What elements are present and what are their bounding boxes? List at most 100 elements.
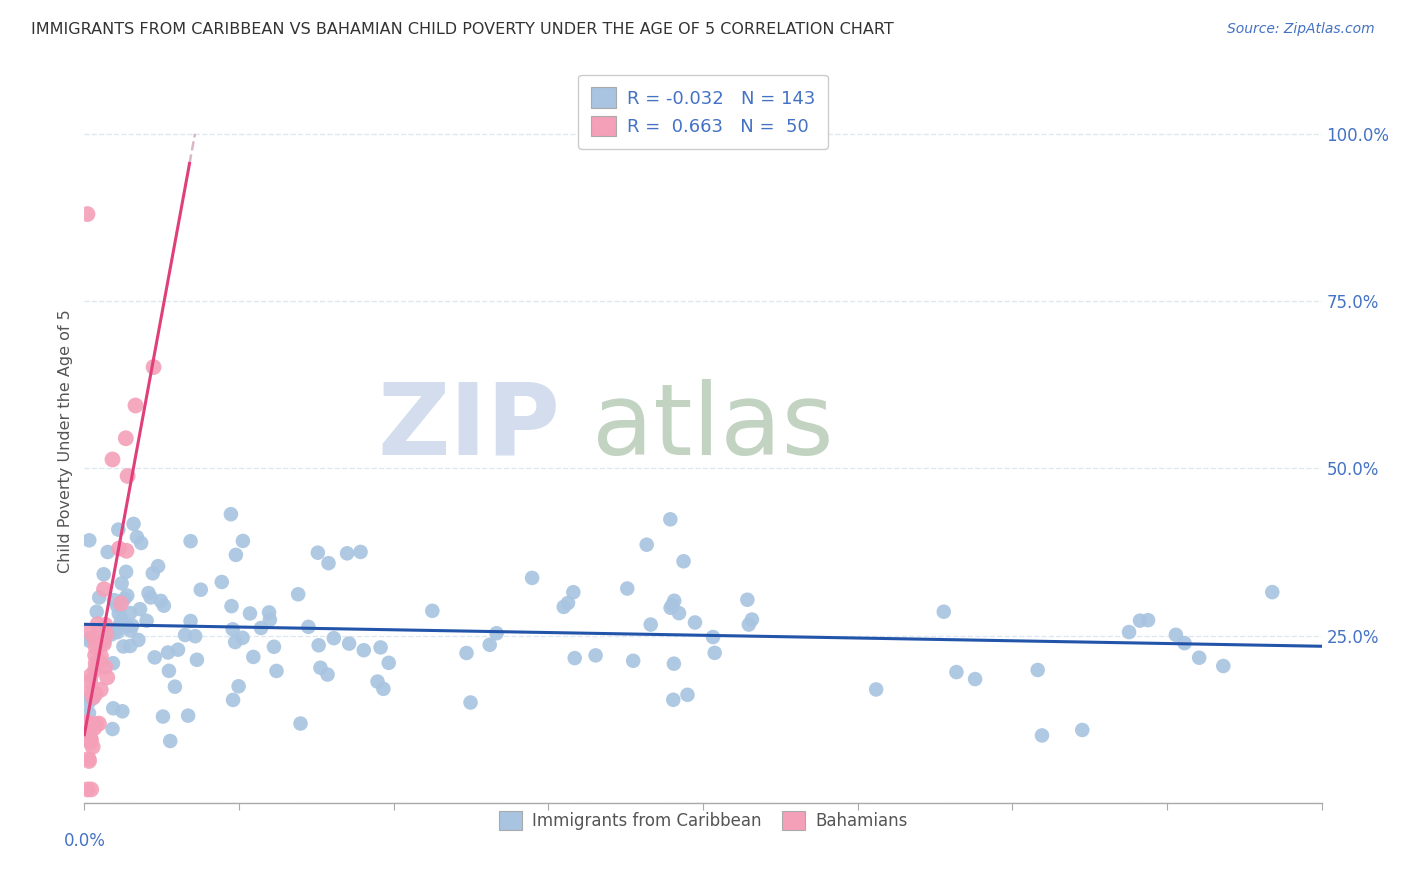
Point	[114, 431, 136, 445]
Point	[94, 660, 117, 674]
Point	[83, 721, 105, 735]
Point	[174, 628, 197, 642]
Point	[232, 631, 254, 645]
Point	[250, 621, 273, 635]
Point	[163, 680, 186, 694]
Point	[122, 516, 145, 531]
Point	[290, 716, 312, 731]
Point	[76, 715, 98, 730]
Point	[149, 594, 172, 608]
Point	[146, 559, 169, 574]
Point	[115, 565, 138, 579]
Point	[84, 663, 107, 677]
Point	[89, 591, 111, 605]
Point	[76, 732, 98, 747]
Point	[79, 685, 101, 699]
Point	[668, 606, 690, 620]
Point	[79, 735, 101, 749]
Point	[107, 523, 129, 537]
Point	[616, 582, 638, 596]
Point	[662, 693, 685, 707]
Point	[83, 631, 105, 645]
Point	[353, 643, 375, 657]
Point	[1137, 613, 1160, 627]
Point	[129, 602, 152, 616]
Point	[741, 613, 763, 627]
Point	[156, 645, 179, 659]
Point	[111, 576, 134, 591]
Point	[184, 629, 207, 643]
Point	[152, 709, 174, 723]
Point	[222, 693, 245, 707]
Point	[108, 541, 131, 556]
Point	[702, 630, 724, 644]
Point	[683, 615, 706, 630]
Point	[142, 566, 165, 581]
Point	[737, 592, 759, 607]
Point	[117, 469, 139, 483]
Point	[101, 657, 124, 671]
Point	[640, 617, 662, 632]
Point	[222, 622, 245, 636]
Point	[80, 733, 103, 747]
Point	[377, 656, 399, 670]
Point	[659, 600, 682, 615]
Point	[76, 715, 98, 730]
Point	[659, 512, 682, 526]
Point	[945, 665, 967, 679]
Point	[662, 657, 685, 671]
Point	[93, 567, 115, 582]
Point	[1212, 659, 1234, 673]
Point	[138, 586, 160, 600]
Point	[135, 614, 157, 628]
Point	[367, 674, 389, 689]
Point	[349, 545, 371, 559]
Point	[105, 599, 128, 614]
Point	[93, 637, 115, 651]
Point	[211, 574, 233, 589]
Point	[86, 605, 108, 619]
Point	[84, 717, 107, 731]
Point	[87, 656, 110, 670]
Point	[77, 533, 100, 548]
Point	[77, 632, 100, 646]
Point	[84, 687, 107, 701]
Point	[79, 624, 101, 639]
Point	[97, 545, 120, 559]
Point	[225, 548, 247, 562]
Point	[84, 656, 107, 670]
Text: IMMIGRANTS FROM CARIBBEAN VS BAHAMIAN CHILD POVERTY UNDER THE AGE OF 5 CORRELATI: IMMIGRANTS FROM CARIBBEAN VS BAHAMIAN CH…	[31, 22, 894, 37]
Point	[221, 599, 243, 614]
Point	[108, 616, 131, 631]
Point	[242, 649, 264, 664]
Point	[1031, 728, 1053, 742]
Point	[420, 604, 443, 618]
Point	[520, 571, 543, 585]
Point	[263, 640, 285, 654]
Point	[93, 635, 115, 649]
Point	[79, 732, 101, 747]
Text: ZIP: ZIP	[378, 378, 561, 475]
Point	[82, 690, 104, 705]
Point	[865, 682, 887, 697]
Point	[297, 620, 319, 634]
Point	[77, 695, 100, 709]
Y-axis label: Child Poverty Under the Age of 5: Child Poverty Under the Age of 5	[58, 310, 73, 574]
Point	[90, 649, 112, 664]
Point	[96, 670, 118, 684]
Point	[87, 716, 110, 731]
Point	[120, 624, 142, 638]
Point	[228, 679, 250, 693]
Point	[1129, 614, 1152, 628]
Point	[370, 640, 392, 655]
Point	[219, 507, 242, 521]
Point	[120, 606, 142, 620]
Point	[307, 546, 329, 560]
Point	[373, 681, 395, 696]
Point	[259, 613, 281, 627]
Point	[153, 599, 176, 613]
Point	[139, 591, 162, 605]
Point	[77, 706, 100, 721]
Point	[77, 727, 100, 741]
Point	[266, 664, 288, 678]
